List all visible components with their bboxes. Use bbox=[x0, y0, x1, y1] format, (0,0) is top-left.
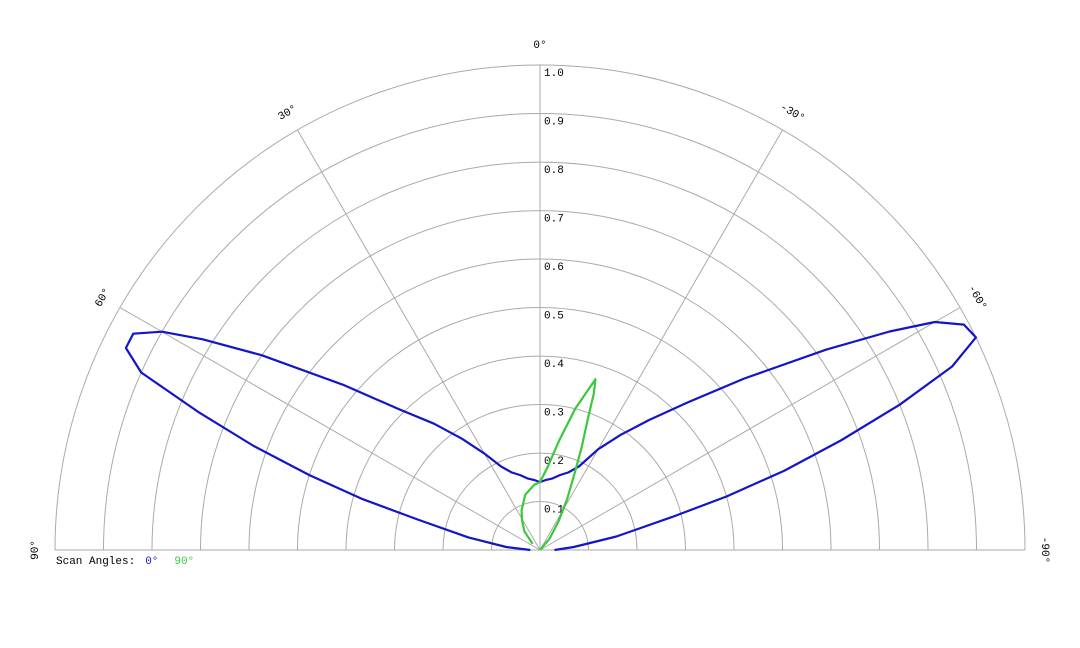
theta-tick-label: 30° bbox=[276, 103, 299, 123]
r-tick-label: 0.9 bbox=[544, 116, 564, 128]
r-tick-label: 0.1 bbox=[544, 504, 564, 516]
grid-spoke bbox=[539, 307, 961, 551]
r-tick-label: 0.7 bbox=[544, 213, 564, 225]
theta-tick-label: 0° bbox=[533, 40, 546, 52]
legend-entry: 0° bbox=[145, 556, 158, 568]
r-tick-label: 0.6 bbox=[544, 262, 564, 274]
r-tick-label: 0.4 bbox=[544, 359, 564, 371]
r-tick-label: 1.0 bbox=[544, 68, 564, 80]
theta-tick-label: 60° bbox=[93, 286, 113, 309]
grid-spoke bbox=[119, 307, 541, 551]
grid-spoke bbox=[297, 129, 541, 551]
legend-title: Scan Angles: bbox=[56, 556, 135, 568]
r-tick-label: 0.5 bbox=[544, 310, 564, 322]
theta-tick-label: -30° bbox=[778, 102, 807, 126]
theta-tick-label: -60° bbox=[965, 284, 989, 313]
r-tick-label: 0.3 bbox=[544, 407, 564, 419]
theta-tick-label: 90° bbox=[30, 540, 42, 560]
series-line bbox=[520, 378, 597, 551]
r-tick-label: 0.8 bbox=[544, 165, 564, 177]
theta-tick-label: -90° bbox=[1038, 537, 1050, 563]
grid-spoke bbox=[539, 129, 783, 551]
legend-entry: 90° bbox=[174, 556, 194, 568]
